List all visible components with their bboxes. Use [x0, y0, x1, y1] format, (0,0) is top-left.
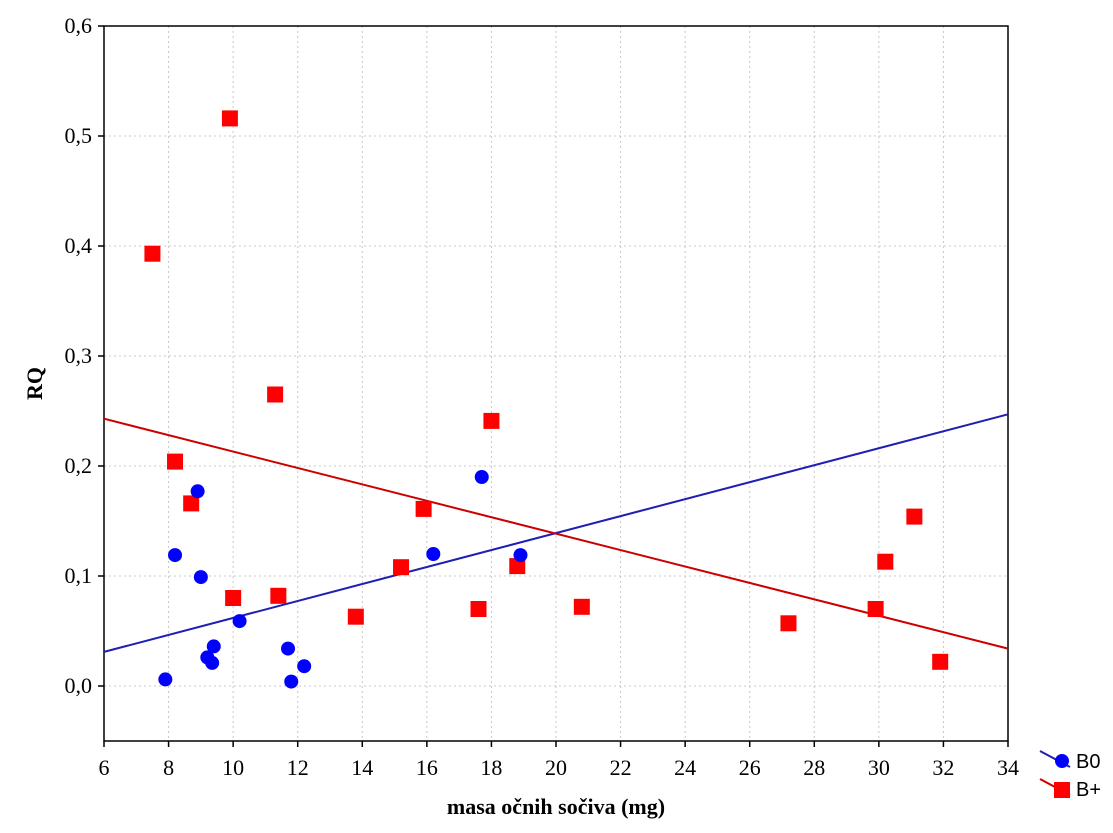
y-tick-label: 0,0: [65, 673, 93, 698]
data-point-square: [877, 553, 894, 570]
data-point-square: [267, 386, 284, 403]
data-point-square: [347, 608, 364, 625]
data-points: [144, 110, 949, 689]
y-tick-label: 0,4: [65, 233, 93, 258]
x-tick-label: 26: [739, 755, 761, 780]
legend-label: B0: [1076, 751, 1100, 773]
x-tick-label: 14: [351, 755, 373, 780]
x-tick-labels: 6 8 10 12 14 16 18 20 22 24 26 28 30 32 34: [99, 755, 1020, 780]
data-point-square: [509, 558, 526, 575]
x-tick-label: 20: [545, 755, 567, 780]
legend-marker: [1054, 782, 1070, 798]
y-tick-label: 0,2: [65, 453, 93, 478]
data-point-square: [144, 245, 161, 262]
x-tick-label: 34: [997, 755, 1019, 780]
y-tick-label: 0,3: [65, 343, 93, 368]
y-tick-label: 0,5: [65, 123, 93, 148]
data-point-square: [270, 587, 287, 604]
fit-line-bplus: [103, 417, 1009, 650]
data-point-circle: [513, 548, 528, 563]
data-point-circle: [426, 547, 441, 561]
x-tick-label: 6: [99, 755, 110, 780]
data-point-circle: [193, 570, 208, 585]
data-point-circle: [168, 548, 183, 563]
y-tick-labels: 0,0 0,1 0,2 0,3 0,4 0,5 0,6: [65, 13, 93, 698]
data-point-square: [906, 508, 923, 525]
x-tick-label: 18: [480, 755, 502, 780]
y-tick-label: 0,6: [65, 13, 93, 38]
x-tick-label: 32: [932, 755, 954, 780]
data-point-circle: [284, 674, 299, 689]
data-point-square: [183, 495, 200, 512]
data-point-circle: [190, 484, 205, 499]
data-point-square: [867, 601, 884, 617]
data-point-square: [470, 601, 487, 617]
data-point-square: [167, 453, 184, 470]
grid: [104, 26, 1008, 741]
data-point-square: [573, 598, 590, 615]
data-point-circle: [474, 470, 489, 484]
data-point-square: [221, 110, 238, 127]
x-tick-label: 22: [610, 755, 632, 780]
data-point-square: [393, 559, 410, 576]
data-point-square: [225, 590, 242, 606]
x-tick-label: 24: [674, 755, 696, 780]
data-point-square: [415, 500, 432, 517]
x-tick-label: 16: [416, 755, 438, 780]
data-point-square: [483, 412, 500, 429]
x-tick-label: 12: [287, 755, 309, 780]
fit-lines: [103, 413, 1009, 653]
x-tick-label: 28: [803, 755, 825, 780]
data-point-circle: [281, 641, 296, 656]
data-point-circle: [205, 655, 220, 670]
data-point-circle: [158, 672, 173, 687]
legend-marker: [1055, 754, 1069, 768]
x-tick-label: 8: [163, 755, 174, 780]
x-axis-title: masa očnih sočiva (mg): [447, 794, 665, 819]
data-point-square: [780, 615, 797, 632]
data-point-circle: [232, 614, 247, 629]
data-point-circle: [206, 639, 221, 654]
legend-label: B+: [1076, 779, 1101, 801]
x-tick-label: 10: [222, 755, 244, 780]
axis-ticks: [98, 25, 1009, 747]
y-axis-title: RQ: [22, 367, 47, 400]
y-tick-label: 0,1: [65, 563, 93, 588]
data-point-square: [932, 653, 949, 670]
plot-frame: [103, 25, 1009, 742]
data-point-circle: [297, 659, 312, 674]
x-tick-label: 30: [868, 755, 890, 780]
legend: B0 B+: [1039, 750, 1101, 801]
